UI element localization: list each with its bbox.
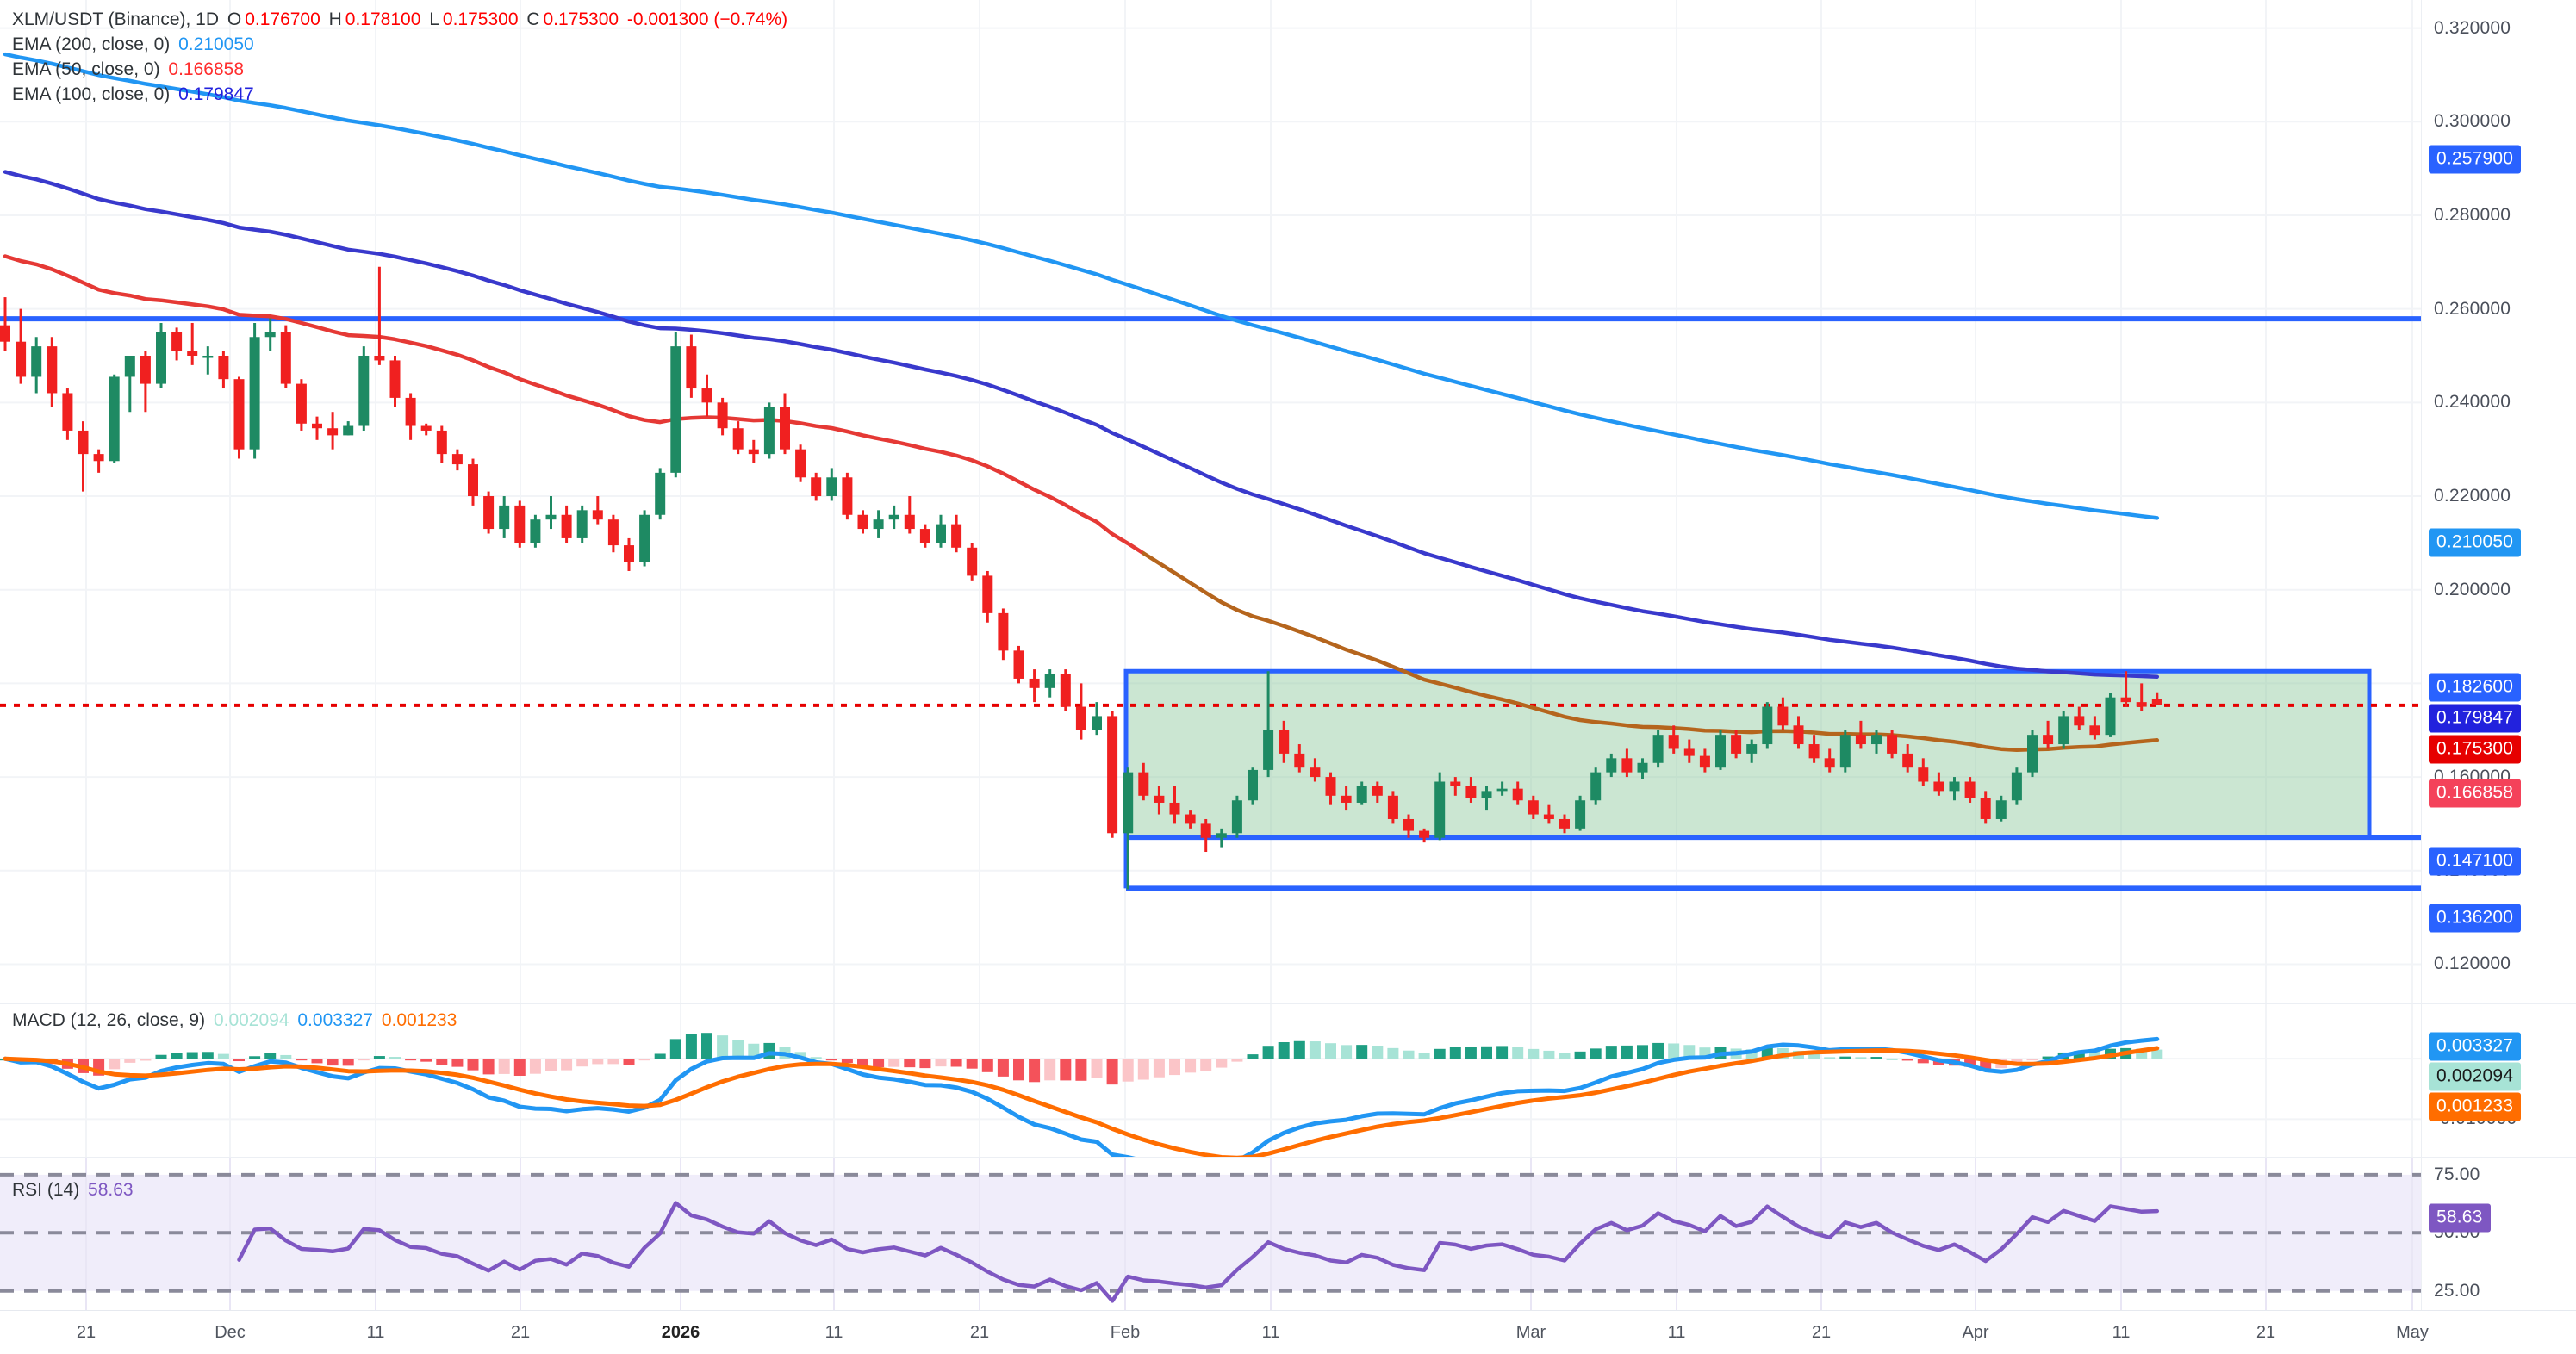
time-label: Feb — [1110, 1323, 1141, 1342]
time-label: 11 — [1261, 1323, 1280, 1342]
rsi-panel[interactable]: 75.00 50.00 25.00 58.63 RSI (14) 58.63 — [0, 1157, 2576, 1310]
price-tick: 0.120000 — [2434, 953, 2511, 974]
price-badge[interactable]: 0.179847 — [2429, 704, 2522, 733]
rsi-badge[interactable]: 58.63 — [2429, 1203, 2491, 1233]
rsi-tick: 25.00 — [2434, 1280, 2480, 1301]
price-badge[interactable]: 0.257900 — [2429, 145, 2522, 174]
price-tick: 0.300000 — [2434, 111, 2511, 132]
rsi-plot-area[interactable] — [0, 1158, 2421, 1310]
time-label: May — [2396, 1323, 2429, 1342]
price-badge[interactable]: 0.147100 — [2429, 847, 2522, 876]
price-tick: 0.320000 — [2434, 17, 2511, 38]
macd-badge[interactable]: 0.001233 — [2429, 1092, 2522, 1121]
time-label: 21 — [76, 1323, 96, 1342]
time-label: Apr — [1962, 1323, 1989, 1342]
price-tick: 0.220000 — [2434, 486, 2511, 506]
time-label: 21 — [969, 1323, 990, 1342]
macd-badge[interactable]: 0.003327 — [2429, 1032, 2522, 1061]
price-series-svg — [0, 0, 2421, 1003]
macd-plot-area[interactable] — [0, 1004, 2421, 1157]
rsi-series-svg — [0, 1158, 2421, 1310]
price-badge[interactable]: 0.175300 — [2429, 735, 2522, 764]
macd-series-svg — [0, 1004, 2421, 1157]
time-label: Dec — [215, 1323, 246, 1342]
time-label: 2026 — [661, 1323, 700, 1342]
time-label: 21 — [1811, 1323, 1832, 1342]
price-badge[interactable]: 0.166858 — [2429, 779, 2522, 808]
rsi-axis[interactable]: 75.00 50.00 25.00 58.63 — [2421, 1158, 2576, 1310]
time-label: 21 — [510, 1323, 531, 1342]
time-axis[interactable]: 21 Dec 11 21 2026 11 21 Feb 11 Mar 11 21 Apr 11 21 May — [0, 1310, 2576, 1354]
price-axis[interactable]: 0.320000 0.300000 0.280000 0.260000 0.240000… — [2421, 0, 2576, 1003]
price-badge[interactable]: 0.182600 — [2429, 673, 2522, 702]
price-badge[interactable]: 0.210050 — [2429, 528, 2522, 557]
price-tick: 0.240000 — [2434, 392, 2511, 413]
price-tick: 0.280000 — [2434, 204, 2511, 225]
time-label: 11 — [366, 1323, 385, 1342]
price-badge[interactable]: 0.136200 — [2429, 904, 2522, 933]
price-tick: 0.260000 — [2434, 298, 2511, 319]
rsi-tick: 75.00 — [2434, 1164, 2480, 1184]
time-label: 11 — [2112, 1323, 2131, 1342]
macd-badge[interactable]: 0.002094 — [2429, 1062, 2522, 1091]
price-tick: 0.200000 — [2434, 579, 2511, 599]
time-label: 11 — [824, 1323, 843, 1342]
time-label: Mar — [1515, 1323, 1546, 1342]
time-label: 11 — [1667, 1323, 1686, 1342]
time-label: 21 — [2256, 1323, 2276, 1342]
price-panel[interactable]: 0.320000 0.300000 0.280000 0.260000 0.240000… — [0, 0, 2576, 1003]
price-plot-area[interactable] — [0, 0, 2421, 1003]
